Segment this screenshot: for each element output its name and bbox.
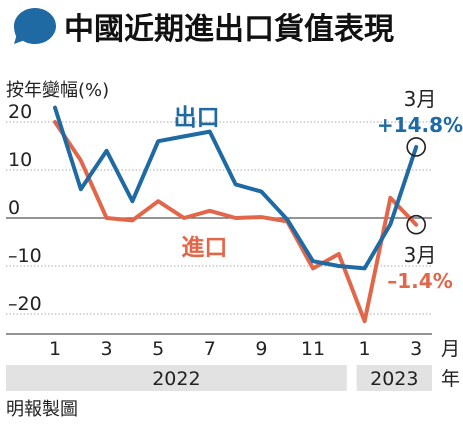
x-tick-label: 3: [101, 338, 113, 360]
x-tick-label: 1: [49, 338, 61, 360]
year-band: [6, 365, 347, 391]
y-tick-label: 10: [8, 149, 32, 171]
series-lines: [53, 105, 419, 324]
grid: [6, 121, 432, 335]
x-tick-label: 3: [410, 338, 422, 360]
y-tick-label: –10: [8, 245, 42, 267]
year-band: [356, 365, 432, 391]
y-tick-label: 0: [8, 197, 20, 219]
y-tick-label: –20: [8, 293, 42, 315]
series-line-exports: [53, 105, 419, 271]
annotations: 3月+14.8%3月–1.4%: [377, 87, 463, 293]
series-label-imports: 進口: [181, 235, 227, 261]
chart-title: 中國近期進出口貨值表現: [64, 12, 394, 47]
x-axis-unit: 月: [441, 338, 460, 360]
year-label: 2022: [152, 368, 200, 390]
y-tick-label: 20: [8, 101, 32, 123]
annotation-month: 3月: [404, 87, 437, 111]
year-bands: 2022 2023: [6, 365, 432, 391]
year-label: 2023: [370, 368, 418, 390]
series-line-imports: [53, 120, 419, 324]
year-unit: 年: [441, 368, 460, 390]
title-group: 中國近期進出口貨值表現: [14, 8, 394, 47]
x-tick-label: 1: [359, 338, 371, 360]
endpoint-marker: [406, 137, 427, 157]
speech-bubble-icon: [14, 8, 56, 44]
annotation-value: +14.8%: [377, 113, 463, 137]
endpoint-marker: [406, 214, 427, 235]
annotation-month: 3月: [404, 243, 437, 267]
y-tick-labels: 20 10 0 –10 –20: [8, 101, 42, 315]
series-label-exports: 出口: [174, 105, 220, 131]
y-axis-label: 按年變幅(%): [6, 80, 109, 101]
x-tick-label: 9: [255, 338, 267, 360]
credit: 明報製圖: [6, 399, 78, 420]
x-tick-label: 5: [152, 338, 164, 360]
annotation-value: –1.4%: [387, 269, 452, 293]
x-tick-label: 7: [204, 338, 216, 360]
x-tick-label: 11: [301, 338, 325, 360]
x-tick-labels: 1 3 5 7 9 11 1 3: [49, 338, 422, 360]
